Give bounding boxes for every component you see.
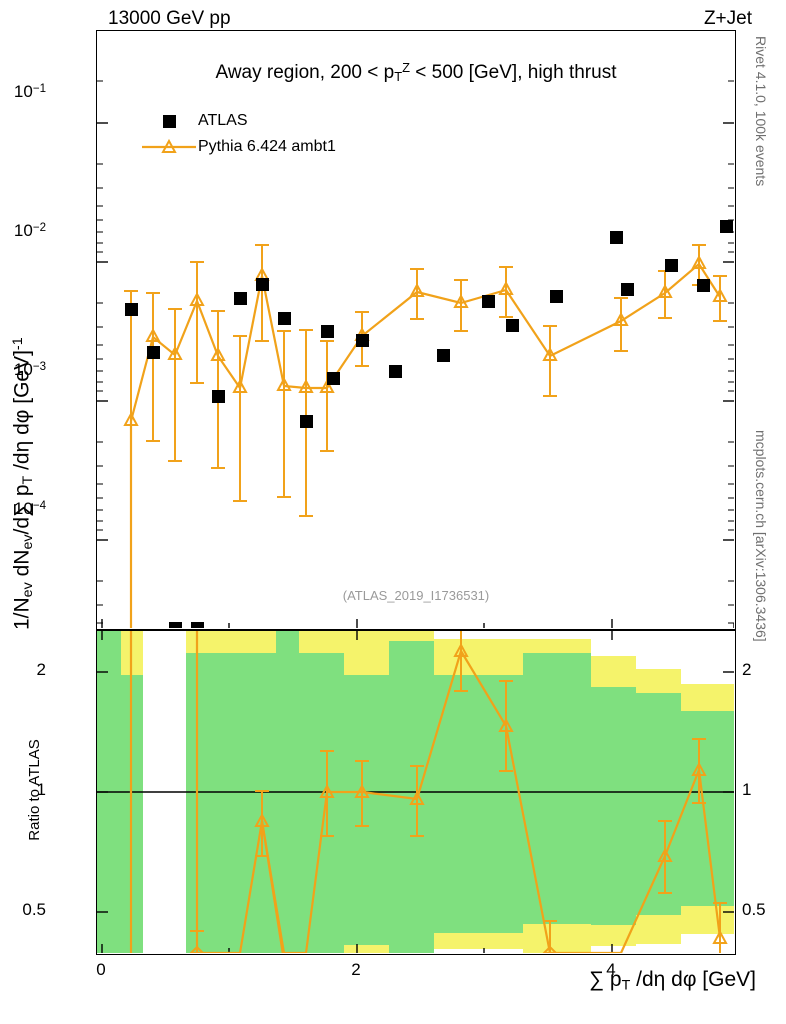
series-pythia-markers [123,254,728,426]
legend-item-pythia: Pythia 6.424 ambt1 [140,134,336,160]
series-atlas-markers [125,220,733,628]
y-tick-label-1e-4: 10−4 [13,499,46,518]
x-axis-label: ∑ pT /dη dφ [GeV] [589,968,756,994]
series-pythia-errorbars [124,244,727,628]
ratio-y-tick-1-right: 1 [742,780,752,799]
y-tick-label-1e-2: 10−2 [13,221,46,240]
header-process-label: Z+Jet [703,8,752,29]
legend: ATLAS Pythia 6.424 ambt1 [140,108,336,160]
y-axis-label-ratio: Ratio to ATLAS [26,739,43,841]
y-axis-major-ticks [97,122,734,541]
x-axis-ticks-main [101,619,734,628]
ratio-plot-svg [97,631,734,953]
ratio-y-tick-1-left: 1 [36,780,46,799]
plot-title-sup: Z [402,60,410,75]
legend-label-pythia: Pythia 6.424 ambt1 [198,138,336,155]
rivet-version-label: Rivet 4.1.0, 100k events [753,36,769,187]
header-beam-label: 13000 GeV pp [108,8,231,29]
mcplots-reference-label: mcplots.cern.ch [arXiv:1306.3436] [753,430,769,642]
legend-item-atlas: ATLAS [140,108,336,134]
ratio-y-tick-05-left: 0.5 [22,900,46,919]
y-tick-label-1e-1: 10−1 [13,82,46,101]
open-triangle-line-icon [140,137,198,157]
plot-title-post: < 500 [GeV], high thrust [409,61,617,83]
ratio-y-tick-2-right: 2 [742,660,752,679]
y-axis-minor-ticks [97,80,734,624]
ratio-markers [189,642,728,953]
filled-square-icon [140,114,198,128]
plot-title-sub: T [394,69,403,85]
ratio-y-tick-05-right: 0.5 [742,900,766,919]
x-tick-label-4: 4 [606,960,616,979]
analysis-watermark: (ATLAS_2019_I1736531) [342,588,490,603]
main-plot-svg [97,80,734,628]
legend-label-atlas: ATLAS [198,112,248,129]
ratio-plot-panel [96,630,736,955]
series-pythia-line [129,262,721,628]
ratio-y-tick-2-left: 2 [36,660,46,679]
plot-title-pre: Away region, 200 < p [215,61,395,83]
ratio-series-pythia [129,631,722,953]
ratio-errorbars [190,631,727,953]
main-plot-panel [96,30,736,630]
plot-title: Away region, 200 < pTZ < 500 [GeV], high… [96,60,736,84]
x-tick-label-2: 2 [351,960,361,979]
x-tick-label-0: 0 [96,960,106,979]
y-tick-label-1e-3: 10−3 [13,360,46,379]
